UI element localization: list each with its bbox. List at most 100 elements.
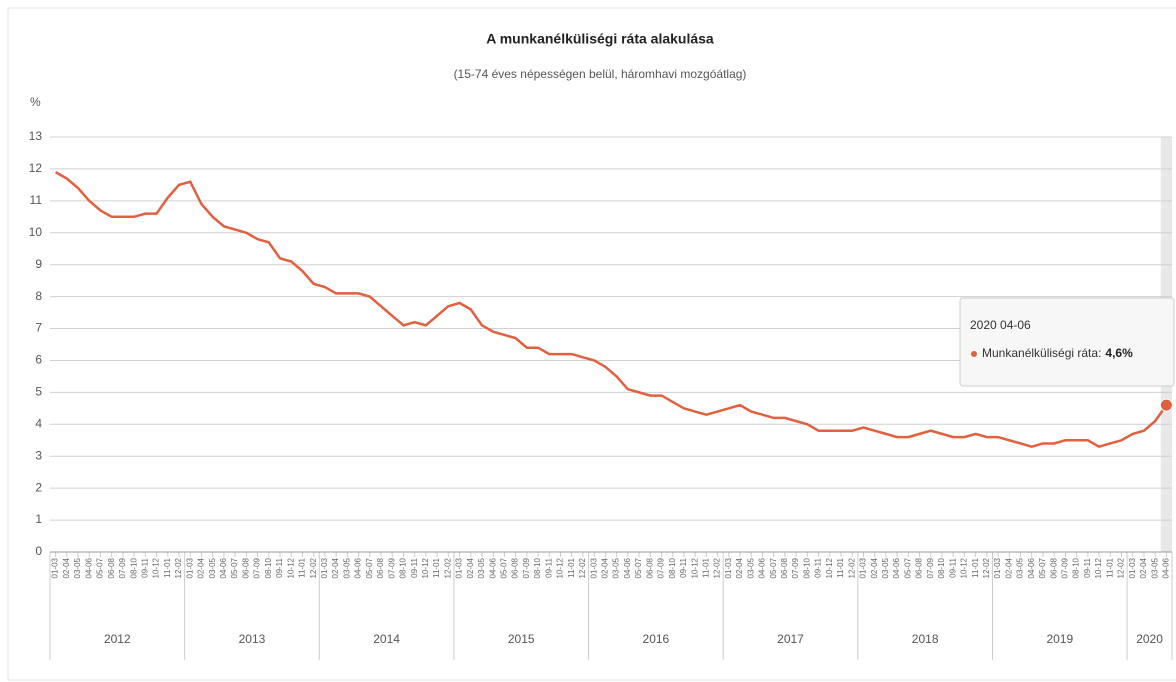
x-tick-label: 05-07 xyxy=(500,557,509,578)
x-tick-label: 07-09 xyxy=(657,557,666,578)
x-tick-label: 08-10 xyxy=(533,557,542,578)
y-tick-label: 0 xyxy=(35,544,42,558)
x-group-label: 2014 xyxy=(373,632,400,646)
x-tick-label: 01-03 xyxy=(320,557,329,578)
x-tick-label: 05-07 xyxy=(769,557,778,578)
x-tick-label: 04-06 xyxy=(1027,557,1036,578)
x-tick-label: 06-08 xyxy=(241,557,250,578)
series-line xyxy=(54,171,1168,448)
x-tick-label: 09-11 xyxy=(1083,557,1092,577)
y-tick-label: 11 xyxy=(30,193,43,207)
y-tick-label: 5 xyxy=(35,385,42,399)
x-tick-label: 02-04 xyxy=(197,557,206,578)
x-tick-label: 12-02 xyxy=(174,557,183,578)
x-tick-label: 12-02 xyxy=(1117,557,1126,578)
x-group-label: 2017 xyxy=(777,632,804,646)
x-tick-label: 06-08 xyxy=(511,557,520,578)
y-tick-label: 9 xyxy=(35,257,42,271)
x-tick-label: 09-11 xyxy=(275,557,284,577)
x-tick-label: 03-05 xyxy=(342,557,351,578)
x-tick-label: 11-01 xyxy=(567,557,576,577)
x-group-label: 2015 xyxy=(508,632,535,646)
x-group-label: 2013 xyxy=(239,632,266,646)
x-tick-label: 07-09 xyxy=(1061,557,1070,578)
y-tick-label: 8 xyxy=(35,289,42,303)
x-tick-label: 01-03 xyxy=(51,557,60,578)
x-tick-label: 08-10 xyxy=(129,557,138,578)
x-tick-label: 10-12 xyxy=(960,557,969,578)
x-tick-label: 11-01 xyxy=(432,557,441,577)
x-tick-label: 09-11 xyxy=(814,557,823,577)
x-tick-label: 03-05 xyxy=(477,557,486,578)
x-group-label: 2020 xyxy=(1136,632,1163,646)
x-tick-label: 07-09 xyxy=(926,557,935,578)
x-tick-label: 09-11 xyxy=(410,557,419,577)
tooltip-box xyxy=(959,297,1175,387)
x-tick-label: 10-12 xyxy=(556,557,565,578)
x-tick-label: 05-07 xyxy=(634,557,643,578)
x-tick-label: 01-03 xyxy=(859,557,868,578)
x-tick-label: 01-03 xyxy=(993,557,1002,578)
x-tick-label: 03-05 xyxy=(612,557,621,578)
y-tick-label: 10 xyxy=(29,225,43,239)
x-tick-label: 09-11 xyxy=(544,557,553,577)
y-tick-label: 7 xyxy=(35,321,42,335)
chart-subtitle: (15-74 éves népességen belül, háromhavi … xyxy=(454,67,747,81)
x-tick-label: 12-02 xyxy=(578,557,587,578)
x-tick-label: 11-01 xyxy=(971,557,980,577)
x-tick-label: 02-04 xyxy=(466,557,475,578)
x-tick-label: 05-07 xyxy=(230,557,239,578)
x-tick-label: 02-04 xyxy=(62,557,71,578)
x-tick-label: 10-12 xyxy=(152,557,161,578)
x-tick-label: 08-10 xyxy=(937,557,946,578)
x-tick-label: 07-09 xyxy=(118,557,127,578)
x-tick-label: 01-03 xyxy=(1128,557,1137,578)
y-tick-label: 6 xyxy=(35,353,42,367)
x-tick-label: 07-09 xyxy=(791,557,800,578)
x-tick-label: 11-01 xyxy=(836,557,845,577)
x-tick-label: 05-07 xyxy=(96,557,105,578)
x-tick-label: 08-10 xyxy=(1072,557,1081,578)
x-tick-label: 05-07 xyxy=(1038,557,1047,578)
x-tick-label: 03-05 xyxy=(208,557,217,578)
x-tick-label: 12-02 xyxy=(982,557,991,578)
x-tick-label: 01-03 xyxy=(455,557,464,578)
x-tick-label: 04-06 xyxy=(219,557,228,578)
x-tick-label: 10-12 xyxy=(286,557,295,578)
y-tick-label: 3 xyxy=(35,448,42,462)
x-tick-label: 04-06 xyxy=(84,557,93,578)
x-tick-label: 06-08 xyxy=(1049,557,1058,578)
tooltip-header: 2020 04-06 xyxy=(970,318,1031,332)
x-tick-label: 07-09 xyxy=(387,557,396,578)
x-group-label: 2016 xyxy=(643,632,670,646)
x-tick-label: 08-10 xyxy=(668,557,677,578)
y-axis-label: % xyxy=(30,95,41,109)
x-tick-label: 03-05 xyxy=(73,557,82,578)
x-tick-label: 08-10 xyxy=(399,557,408,578)
x-tick-label: 12-02 xyxy=(713,557,722,578)
y-tick-label: 2 xyxy=(35,480,42,494)
x-tick-label: 06-08 xyxy=(376,557,385,578)
x-tick-label: 12-02 xyxy=(443,557,452,578)
x-tick-label: 08-10 xyxy=(264,557,273,578)
x-tick-label: 05-07 xyxy=(365,557,374,578)
x-group-label: 2018 xyxy=(912,632,939,646)
x-tick-label: 05-07 xyxy=(903,557,912,578)
tooltip-bullet xyxy=(971,351,977,357)
y-tick-label: 1 xyxy=(35,512,42,526)
x-tick-label: 02-04 xyxy=(600,557,609,578)
tooltip-value: 4,6% xyxy=(1105,346,1133,360)
x-tick-label: 01-03 xyxy=(185,557,194,578)
x-tick-label: 06-08 xyxy=(915,557,924,578)
x-tick-label: 10-12 xyxy=(421,557,430,578)
x-tick-label: 12-02 xyxy=(309,557,318,578)
x-tick-label: 02-04 xyxy=(1139,557,1148,578)
x-tick-label: 04-06 xyxy=(354,557,363,578)
x-tick-label: 09-11 xyxy=(948,557,957,577)
x-group-label: 2019 xyxy=(1046,632,1073,646)
x-tick-label: 06-08 xyxy=(645,557,654,578)
tooltip-label: Munkanélküliségi ráta: xyxy=(982,346,1101,360)
x-group-label: 2012 xyxy=(104,632,131,646)
x-tick-label: 04-06 xyxy=(623,557,632,578)
